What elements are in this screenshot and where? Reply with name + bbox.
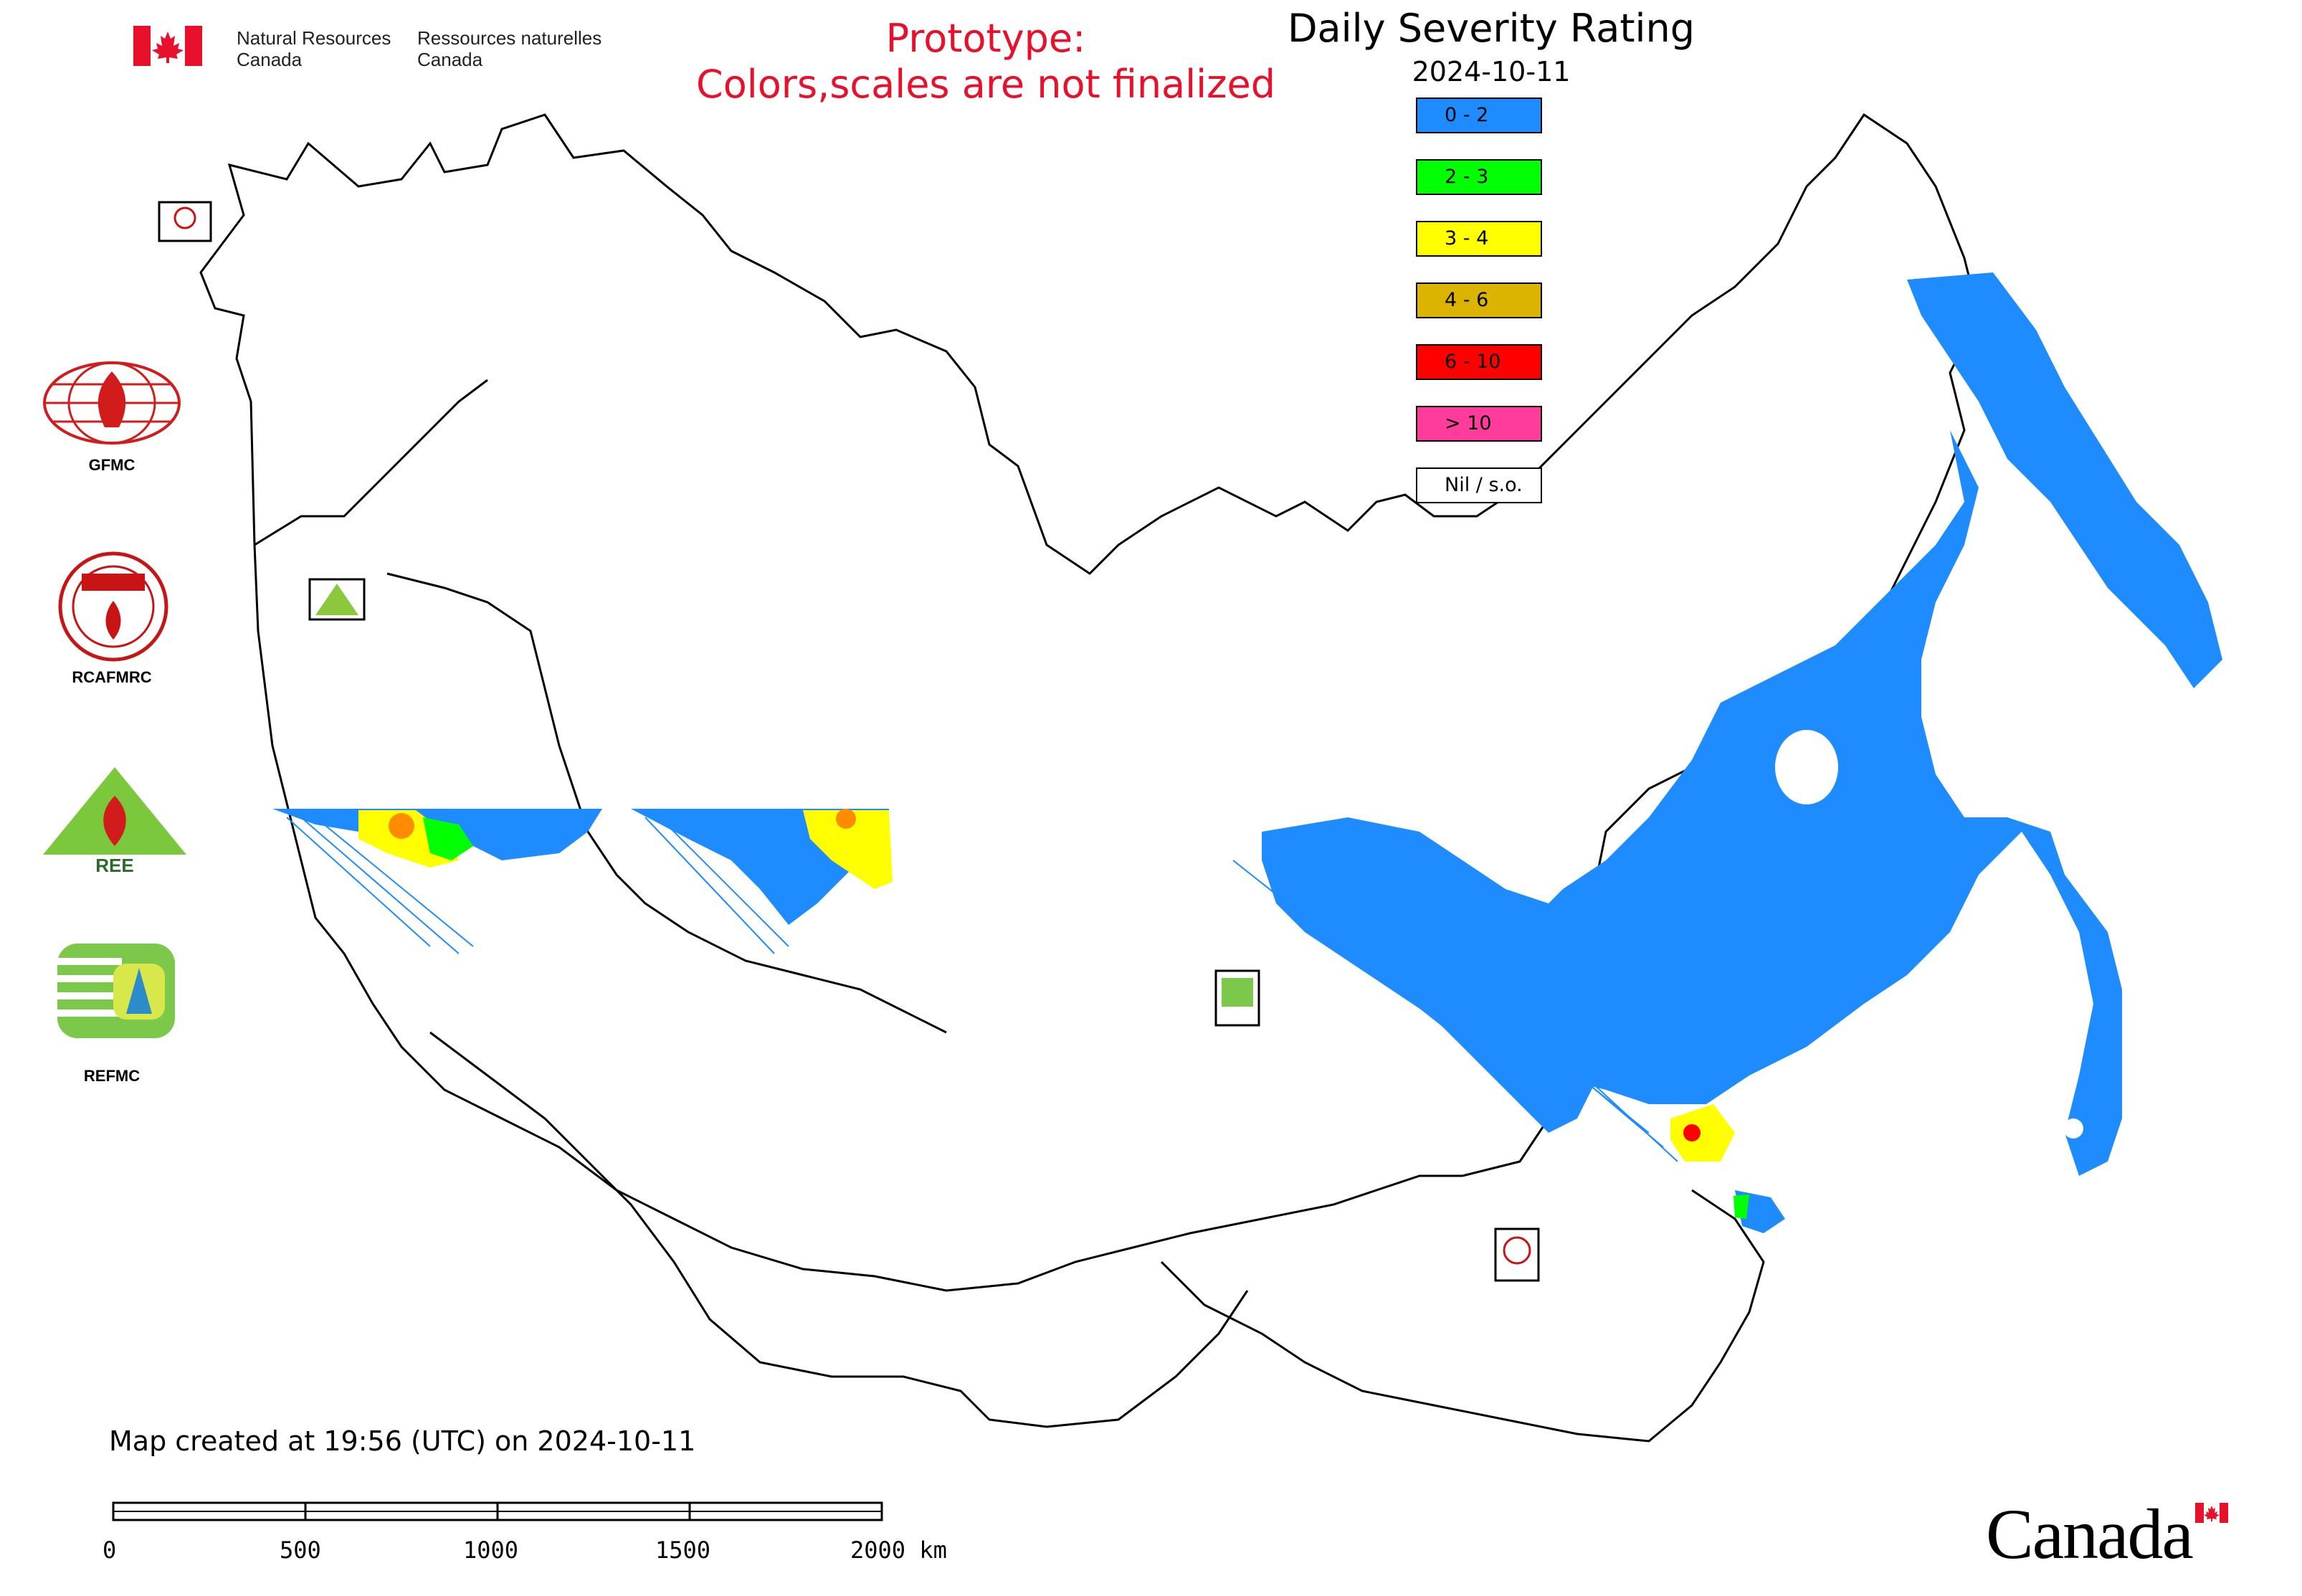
scale-label-2000: 2000 km [850, 1536, 947, 1564]
svg-text:REE: REE [95, 855, 133, 876]
wordmark-flag-icon [2195, 1503, 2228, 1523]
gfmc-label: GFMC [88, 456, 135, 474]
canada-wordmark: Canada [1986, 1493, 2228, 1575]
gfmc-logo-icon [43, 361, 181, 445]
dept-en-line1: Natural Resources [237, 27, 391, 49]
legend-label-4: 6 - 10 [1445, 351, 1501, 373]
region-border-hotspot [1683, 1124, 1701, 1141]
country-borders [199, 113, 1980, 1443]
refmc-label: REFMC [83, 1067, 141, 1085]
region-east-blue [1907, 272, 2222, 688]
legend-item-5: > 10 [1416, 406, 1542, 442]
dept-en-line2: Canada [237, 49, 303, 70]
legend-item-2: 3 - 4 [1416, 221, 1542, 257]
region-west-hotspot [389, 813, 414, 839]
rcafmrc-label: RCAFMRC [72, 668, 152, 686]
scale-bar [112, 1501, 883, 1521]
prototype-notice-line2: Colors,scales are not finalized [696, 62, 1275, 107]
legend-label-5: > 10 [1445, 412, 1492, 434]
created-note: Map created at 19:56 (UTC) on 2024-10-11 [109, 1425, 696, 1457]
region-border-mix [1670, 1104, 1735, 1162]
reefmc-logo-icon: REE [40, 767, 189, 876]
map-title: Daily Severity Rating [1287, 6, 1695, 51]
legend-label-0: 0 - 2 [1445, 104, 1489, 126]
legend-item-6: Nil / s.o. [1416, 467, 1542, 503]
scale-label-500: 500 [280, 1536, 321, 1564]
dept-fr-line1: Ressources naturelles [417, 27, 602, 49]
legend-item-1: 2 - 3 [1416, 159, 1542, 195]
refmc-logo-icon [57, 944, 175, 1038]
scale-label-1500: 1500 [655, 1536, 711, 1564]
canada-flag-icon [133, 26, 202, 66]
region-amur-blue [1262, 817, 1606, 1133]
dept-fr-line2: Canada [417, 49, 483, 70]
scale-label-0: 0 [103, 1536, 117, 1564]
region-korea-green [1733, 1194, 1749, 1219]
legend-item-3: 4 - 6 [1416, 282, 1542, 318]
legend-label-2: 3 - 4 [1445, 227, 1489, 250]
prototype-notice: Prototype: Colors,scales are not finaliz… [609, 16, 1362, 108]
scale-label-1000: 1000 [463, 1536, 519, 1564]
region-mid-hotspot [836, 809, 856, 829]
legend-item-4: 6 - 10 [1416, 344, 1542, 380]
legend-label-3: 4 - 6 [1445, 289, 1489, 311]
region-west-green [423, 817, 473, 860]
severity-fill-regions [272, 272, 2222, 1233]
nrcan-signature: Natural Resources Canada Ressources natu… [133, 26, 635, 76]
canada-wordmark-text: Canada [1986, 1494, 2194, 1574]
legend-item-0: 0 - 2 [1416, 98, 1542, 133]
region-mid-yellow [803, 810, 893, 889]
rcafmrc-logo-icon [58, 551, 168, 662]
legend-label-1: 2 - 3 [1445, 166, 1489, 188]
map-date: 2024-10-11 [1412, 56, 1571, 87]
prototype-notice-line1: Prototype: [885, 16, 1086, 61]
legend-label-6: Nil / s.o. [1445, 474, 1523, 496]
